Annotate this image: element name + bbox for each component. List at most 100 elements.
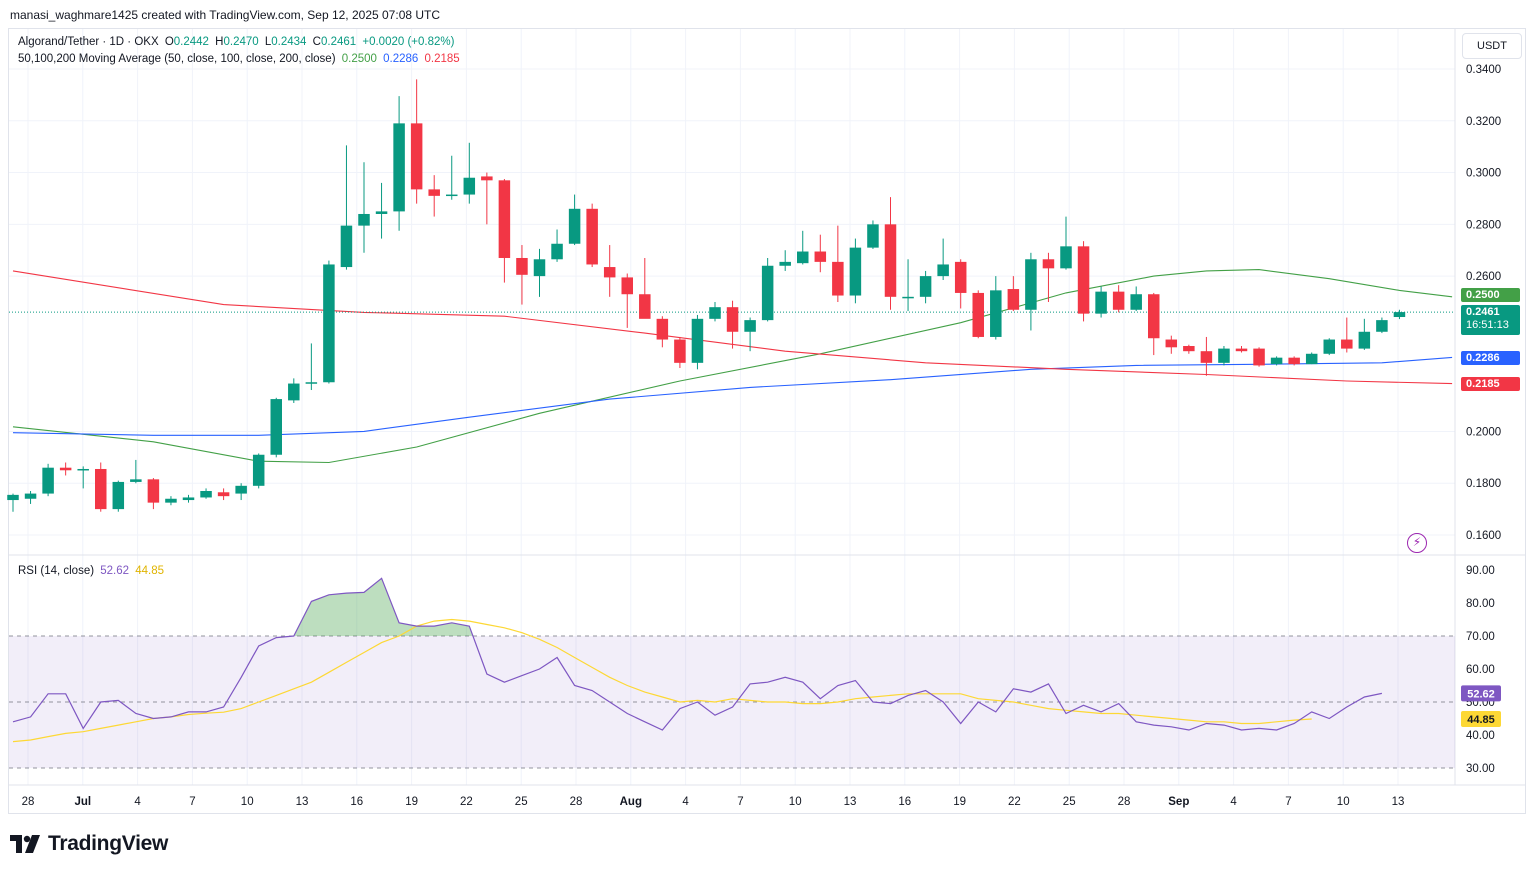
time-tick-label: 28 xyxy=(570,796,583,808)
candle-body xyxy=(42,467,54,494)
candle-body xyxy=(603,267,616,278)
candle-body xyxy=(533,259,546,277)
candle-body xyxy=(761,265,774,321)
candle-body xyxy=(182,497,195,501)
currency-button[interactable]: USDT xyxy=(1462,33,1522,59)
candle-body xyxy=(691,318,704,363)
candle-body xyxy=(498,180,511,258)
change-value: +0.0020 (+0.82%) xyxy=(362,36,455,48)
time-tick-label: 13 xyxy=(1392,796,1405,808)
candle-body xyxy=(1165,339,1178,348)
ma-line-ma50 xyxy=(12,269,1453,464)
time-tick-label: Sep xyxy=(1168,796,1189,808)
high-value: 0.2470 xyxy=(223,36,259,48)
candle-body xyxy=(428,189,440,196)
time-tick-label: 4 xyxy=(1230,796,1237,808)
price-tick-label: 0.1800 xyxy=(1466,478,1501,490)
candle-body xyxy=(1235,348,1248,352)
close-value: 0.2461 xyxy=(320,36,357,48)
candle-body xyxy=(867,224,879,248)
time-tick-label: 22 xyxy=(460,796,473,808)
candle-body xyxy=(849,247,862,296)
time-tick-label: 28 xyxy=(22,796,35,808)
candle-body xyxy=(200,490,212,498)
candle-body xyxy=(1253,348,1265,366)
candle-body xyxy=(410,123,423,190)
price-tick-label: 0.1600 xyxy=(1466,530,1501,542)
candle-body xyxy=(797,251,809,264)
candle-body xyxy=(954,261,967,293)
candle-body xyxy=(147,479,160,503)
candle-body xyxy=(621,277,633,295)
time-tick-label: 7 xyxy=(189,796,195,808)
candle-body xyxy=(24,493,37,499)
rsi-label: RSI (14, close) xyxy=(18,565,95,577)
candle-body xyxy=(937,264,949,277)
candle-body xyxy=(1218,348,1230,363)
rsi-tick-label: 30.00 xyxy=(1466,763,1495,775)
rsi-tick-label: 60.00 xyxy=(1466,664,1495,676)
ma50-value: 0.2500 xyxy=(341,53,377,65)
ma-label: 50,100,200 Moving Average (50, close, 10… xyxy=(18,53,336,65)
candle-body xyxy=(709,307,721,319)
candle-body xyxy=(1341,339,1353,349)
bar-countdown: 16:51:13 xyxy=(1466,319,1509,331)
time-tick-label: Jul xyxy=(74,796,91,808)
candle-body xyxy=(270,399,282,455)
ma-line-ma100 xyxy=(12,356,1453,436)
candle-body xyxy=(77,468,89,471)
tradingview-logo-icon xyxy=(10,835,40,853)
ma200-value: 0.2185 xyxy=(424,53,460,65)
ma100-price-tag: 0.2286 xyxy=(1461,351,1520,365)
brand-name: TradingView xyxy=(48,832,169,855)
candle-body xyxy=(902,296,914,299)
candle-body xyxy=(639,294,651,319)
rsi-ma-value: 44.85 xyxy=(135,565,165,577)
open-value: 0.2442 xyxy=(173,36,209,48)
candle-body xyxy=(1376,320,1388,332)
candle-body xyxy=(59,467,72,471)
rsi-legend: RSI (14, close) 52.62 44.85 xyxy=(18,565,167,577)
price-tick-label: 0.3200 xyxy=(1466,116,1501,128)
candle-body xyxy=(990,290,1002,337)
time-tick-label: 10 xyxy=(789,796,802,808)
low-value: 0.2434 xyxy=(271,36,307,48)
candle-body xyxy=(446,194,458,197)
candle-body xyxy=(1305,353,1318,365)
rsi-tick-label: 40.00 xyxy=(1466,730,1495,742)
last-price: 0.2461 xyxy=(1466,306,1500,318)
rsi-value-tag-bg xyxy=(1461,685,1501,702)
ma50-price-tag: 0.2500 xyxy=(1461,288,1520,302)
candle-body xyxy=(1007,289,1020,310)
candle-body xyxy=(1042,259,1055,269)
candle-body xyxy=(516,257,528,275)
candle-body xyxy=(393,123,405,212)
candle-body xyxy=(744,320,756,332)
lightning-icon[interactable]: ⚡︎ xyxy=(1407,533,1427,553)
candle-body xyxy=(568,208,581,244)
candle-body xyxy=(1060,246,1072,269)
candle-body xyxy=(165,498,177,503)
ma200-price-tag: 0.2185 xyxy=(1461,377,1520,391)
candle-body xyxy=(463,177,476,195)
candle-body xyxy=(1393,312,1406,318)
rsi-value: 52.62 xyxy=(100,565,130,577)
tradingview-logo[interactable]: TradingView xyxy=(10,832,168,856)
candle-body xyxy=(1323,339,1335,354)
time-tick-label: 13 xyxy=(844,796,857,808)
rsi-value-tag: 52.62 xyxy=(1467,688,1495,700)
time-tick-label: 25 xyxy=(1063,796,1076,808)
candle-body xyxy=(1200,351,1213,363)
chart-frame xyxy=(8,28,1526,814)
time-tick-label: 7 xyxy=(1285,796,1291,808)
price-tick-label: 0.3400 xyxy=(1466,64,1501,76)
candle-body xyxy=(726,307,739,332)
candle-body xyxy=(814,251,827,262)
close-label: C xyxy=(312,36,321,48)
candle-body xyxy=(586,208,598,265)
time-tick-label: 16 xyxy=(898,796,911,808)
candle-body xyxy=(884,224,897,297)
candle-body xyxy=(1112,291,1125,310)
